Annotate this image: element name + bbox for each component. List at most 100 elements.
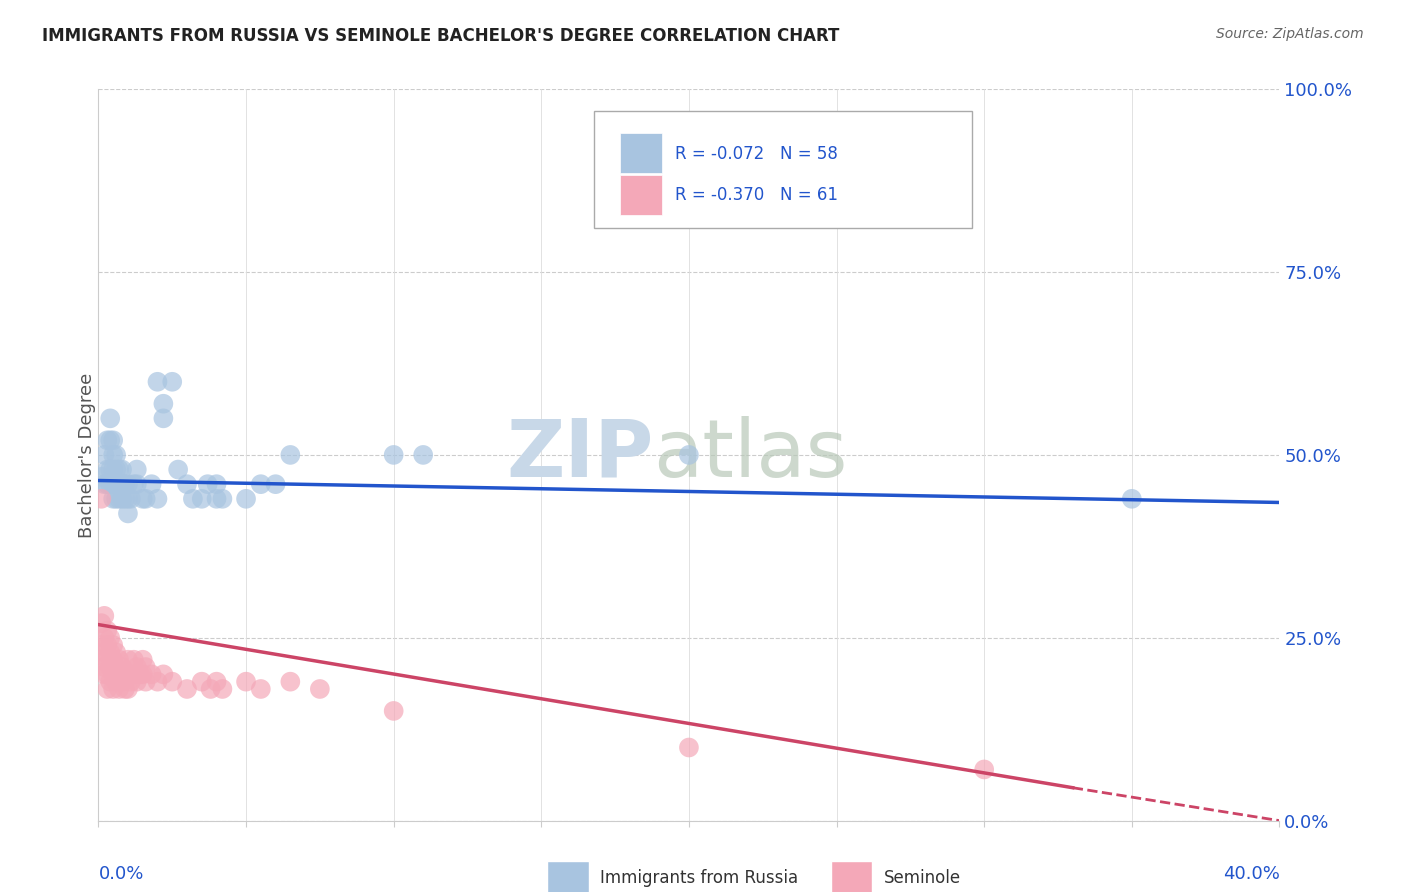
Point	[122, 653, 145, 667]
Point	[98, 631, 121, 645]
Point	[93, 631, 115, 645]
Point	[211, 491, 233, 506]
Point	[90, 491, 112, 506]
Point	[117, 667, 139, 681]
Point	[132, 667, 155, 681]
Point	[98, 660, 121, 674]
Point	[117, 507, 139, 521]
Point	[146, 375, 169, 389]
Point	[114, 491, 136, 506]
Point	[111, 477, 134, 491]
Point	[108, 653, 131, 667]
Text: R = -0.370   N = 61: R = -0.370 N = 61	[675, 186, 838, 204]
FancyBboxPatch shape	[620, 133, 662, 173]
Point	[90, 653, 112, 667]
Point	[105, 477, 128, 491]
Point	[98, 411, 121, 425]
Point	[114, 477, 136, 491]
Point	[132, 491, 155, 506]
Point	[90, 616, 112, 631]
Point	[162, 375, 183, 389]
Point	[1121, 491, 1143, 506]
Point	[125, 477, 148, 491]
Point	[152, 411, 174, 425]
Point	[90, 638, 112, 652]
Point	[103, 653, 125, 667]
Point	[105, 448, 128, 462]
Point	[111, 660, 134, 674]
Point	[105, 491, 128, 506]
Point	[93, 645, 115, 659]
Point	[200, 681, 222, 696]
Point	[205, 674, 228, 689]
Point	[278, 448, 302, 462]
Point	[176, 477, 198, 491]
Point	[108, 462, 131, 476]
Point	[96, 681, 118, 696]
Point	[135, 674, 157, 689]
Point	[96, 624, 118, 638]
Point	[120, 674, 142, 689]
FancyBboxPatch shape	[595, 112, 973, 228]
Point	[235, 674, 257, 689]
Point	[197, 477, 219, 491]
Point	[105, 462, 128, 476]
Point	[98, 477, 121, 491]
Point	[103, 638, 125, 652]
Point	[191, 674, 214, 689]
Point	[108, 491, 131, 506]
Point	[96, 477, 118, 491]
Point	[235, 491, 257, 506]
Point	[93, 477, 115, 491]
Text: Immigrants from Russia: Immigrants from Russia	[600, 869, 799, 887]
Text: 0.0%: 0.0%	[98, 864, 143, 882]
Point	[176, 681, 198, 696]
Point	[105, 645, 128, 659]
Point	[678, 740, 700, 755]
Point	[117, 681, 139, 696]
Point	[132, 653, 155, 667]
Point	[181, 491, 204, 506]
Point	[211, 681, 233, 696]
Point	[162, 674, 183, 689]
Point	[93, 667, 115, 681]
Point	[141, 477, 163, 491]
Point	[96, 667, 118, 681]
Point	[141, 667, 163, 681]
Point	[278, 674, 302, 689]
Point	[103, 681, 125, 696]
Point	[264, 477, 287, 491]
Point	[125, 660, 148, 674]
Point	[146, 491, 169, 506]
Point	[135, 491, 157, 506]
Point	[96, 434, 118, 448]
Point	[90, 470, 112, 484]
Point	[382, 448, 405, 462]
Point	[96, 462, 118, 476]
Point	[122, 477, 145, 491]
Point	[146, 674, 169, 689]
Point	[108, 477, 131, 491]
Point	[103, 477, 125, 491]
Point	[152, 397, 174, 411]
Point	[125, 462, 148, 476]
Point	[103, 448, 125, 462]
Point	[135, 660, 157, 674]
Point	[105, 674, 128, 689]
Point	[114, 667, 136, 681]
Point	[93, 448, 115, 462]
Point	[96, 638, 118, 652]
Point	[105, 660, 128, 674]
Text: 40.0%: 40.0%	[1223, 864, 1279, 882]
Text: Source: ZipAtlas.com: Source: ZipAtlas.com	[1216, 27, 1364, 41]
Point	[250, 681, 273, 696]
Point	[250, 477, 273, 491]
Point	[98, 674, 121, 689]
Point	[117, 653, 139, 667]
Text: Seminole: Seminole	[884, 869, 960, 887]
Text: ZIP: ZIP	[506, 416, 654, 494]
Point	[117, 491, 139, 506]
Point	[111, 462, 134, 476]
Point	[93, 660, 115, 674]
Point	[108, 667, 131, 681]
